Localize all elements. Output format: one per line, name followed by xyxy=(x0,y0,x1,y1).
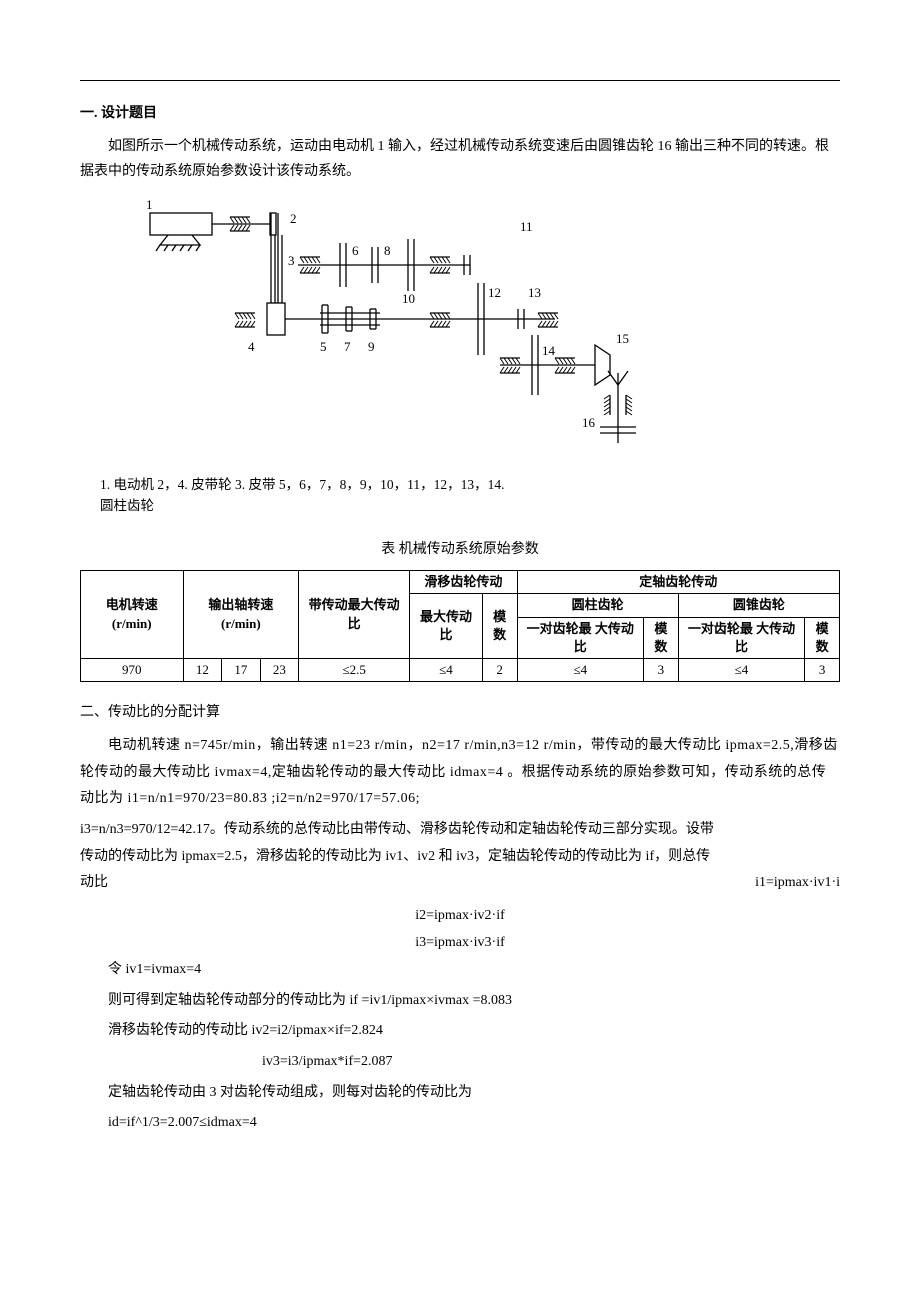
td-slide-r: ≤4 xyxy=(410,658,483,681)
th-cyl-module: 模数 xyxy=(644,617,679,658)
lbl-1: 1 xyxy=(146,197,153,212)
td-motor: 970 xyxy=(81,658,184,681)
th-sliding-ratio: 最大传动比 xyxy=(410,594,483,659)
td-out2: 17 xyxy=(222,658,261,681)
th-cyl-ratio: 一对齿轮最 大传动比 xyxy=(517,617,644,658)
lbl-13: 13 xyxy=(528,285,541,300)
th-belt-ratio: 带传动最大传动比 xyxy=(299,571,410,659)
s2-p5: 滑移齿轮传动的传动比 iv2=i2/ipmax×if=2.824 xyxy=(80,1018,840,1045)
top-rule xyxy=(80,80,840,81)
lbl-8: 8 xyxy=(384,243,391,258)
th-sliding-module: 模数 xyxy=(482,594,517,659)
lbl-7: 7 xyxy=(344,339,351,354)
th-bevel: 圆锥齿轮 xyxy=(678,594,839,617)
eq3: i3=ipmax·iv3·if xyxy=(80,930,840,955)
lbl-6: 6 xyxy=(352,243,359,258)
section1-para: 如图所示一个机械传动系统，运动由电动机 1 输入，经过机械传动系统变速后由圆锥齿… xyxy=(80,134,840,184)
lbl-4: 4 xyxy=(248,339,255,354)
th-output-speed: 输出轴转速 (r/min) xyxy=(183,571,299,659)
td-slide-m: 2 xyxy=(482,658,517,681)
s2-p3: 令 iv1=ivmax=4 xyxy=(80,957,840,984)
caption-line2: 圆柱齿轮 xyxy=(100,498,154,513)
td-bev-r: ≤4 xyxy=(678,658,805,681)
eq2: i2=ipmax·iv2·if xyxy=(80,903,840,928)
s2-p2-trail: i1=ipmax·iv1·i xyxy=(720,870,840,897)
lbl-12: 12 xyxy=(488,285,501,300)
lbl-15: 15 xyxy=(616,331,629,346)
table-row: 970 12 17 23 ≤2.5 ≤4 2 ≤4 3 ≤4 3 xyxy=(81,658,840,681)
section2-title: 二、传动比的分配计算 xyxy=(80,700,840,725)
section1-title: 一. 设计题目 xyxy=(80,101,840,126)
lbl-11: 11 xyxy=(520,219,533,234)
td-bev-m: 3 xyxy=(805,658,840,681)
td-out3: 23 xyxy=(260,658,299,681)
lbl-10: 10 xyxy=(402,291,415,306)
table-title: 表 机械传动系统原始参数 xyxy=(80,537,840,562)
td-out1: 12 xyxy=(183,658,222,681)
th-motor-speed: 电机转速 (r/min) xyxy=(81,571,184,659)
td-belt: ≤2.5 xyxy=(299,658,410,681)
transmission-diagram: 1 2 3 4 5 6 7 8 9 10 11 12 13 14 15 16 xyxy=(140,195,840,464)
th-cylindrical: 圆柱齿轮 xyxy=(517,594,678,617)
lbl-14: 14 xyxy=(542,343,556,358)
s2-p2-row: i3=n/n3=970/12=42.17。传动系统的总传动比由带传动、滑移齿轮传… xyxy=(80,817,840,901)
eq4: iv3=i3/ipmax*if=2.087 xyxy=(262,1049,840,1076)
params-table: 电机转速 (r/min) 输出轴转速 (r/min) 带传动最大传动比 滑移齿轮… xyxy=(80,570,840,682)
lbl-2: 2 xyxy=(290,211,297,226)
th-bev-ratio: 一对齿轮最 大传动比 xyxy=(678,617,805,658)
lbl-16: 16 xyxy=(582,415,596,430)
th-bev-module: 模数 xyxy=(805,617,840,658)
s2-p6: 定轴齿轮传动由 3 对齿轮传动组成，则每对齿轮的传动比为 xyxy=(80,1080,840,1107)
diagram-svg: 1 2 3 4 5 6 7 8 9 10 11 12 13 14 15 16 xyxy=(140,195,700,455)
s2-p4: 则可得到定轴齿轮传动部分的传动比为 if =iv1/ipmax×ivmax =8… xyxy=(80,988,840,1015)
th-fixed: 定轴齿轮传动 xyxy=(517,571,839,594)
lbl-9: 9 xyxy=(368,339,375,354)
td-cyl-r: ≤4 xyxy=(517,658,644,681)
diagram-caption: 1. 电动机 2，4. 皮带轮 3. 皮带 5，6，7，8，9，10，11，12… xyxy=(100,474,840,517)
caption-line1: 1. 电动机 2，4. 皮带轮 3. 皮带 5，6，7，8，9，10，11，12… xyxy=(100,477,505,492)
s2-p1: 电动机转速 n=745r/min，输出转速 n1=23 r/min，n2=17 … xyxy=(80,733,840,813)
lbl-5: 5 xyxy=(320,339,327,354)
s2-p7: id=if^1/3=2.007≤idmax=4 xyxy=(80,1110,840,1137)
s2-p2: i3=n/n3=970/12=42.17。传动系统的总传动比由带传动、滑移齿轮传… xyxy=(80,817,720,897)
lbl-3: 3 xyxy=(288,253,295,268)
th-sliding: 滑移齿轮传动 xyxy=(410,571,517,594)
td-cyl-m: 3 xyxy=(644,658,679,681)
